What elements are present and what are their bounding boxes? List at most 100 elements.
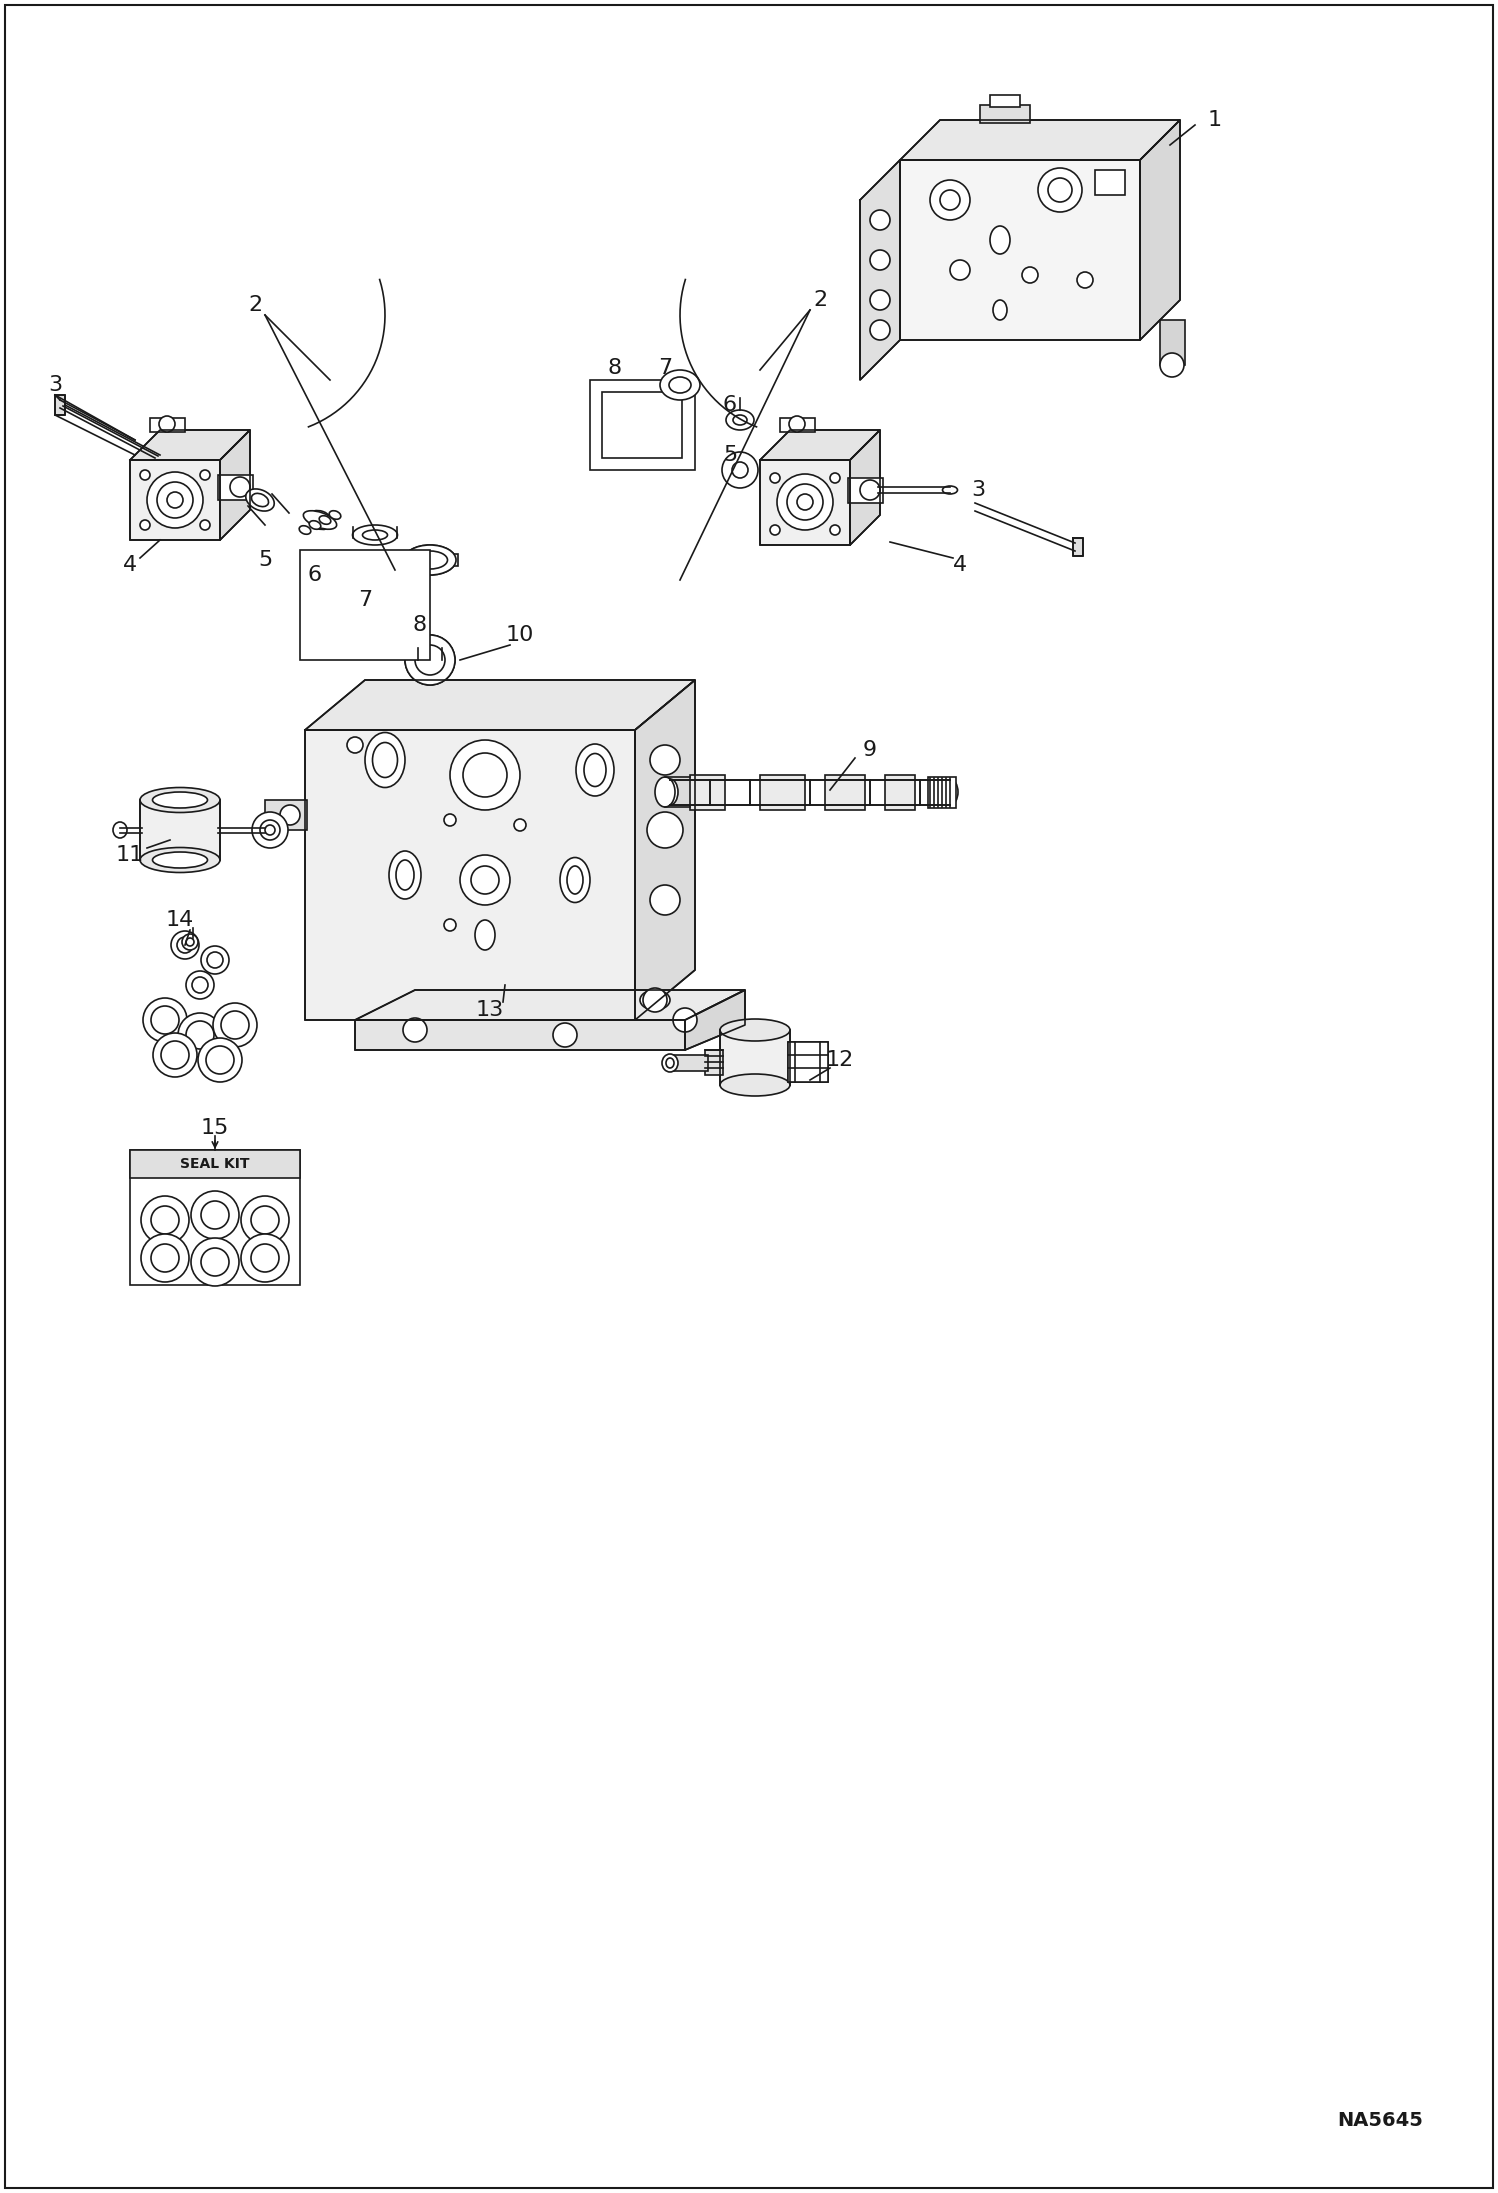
Circle shape <box>213 1002 258 1046</box>
Circle shape <box>443 814 455 827</box>
Polygon shape <box>635 680 695 1020</box>
Circle shape <box>930 180 971 219</box>
Ellipse shape <box>139 787 220 811</box>
Ellipse shape <box>404 546 455 575</box>
Circle shape <box>280 805 300 825</box>
Bar <box>419 647 440 662</box>
Circle shape <box>1077 272 1094 287</box>
Text: 1: 1 <box>1207 110 1222 129</box>
Text: SEAL KIT: SEAL KIT <box>180 1158 250 1171</box>
Circle shape <box>186 1022 214 1048</box>
Text: 9: 9 <box>863 739 876 761</box>
Ellipse shape <box>412 550 448 568</box>
Text: 11: 11 <box>115 844 144 864</box>
Circle shape <box>153 1033 198 1077</box>
Circle shape <box>186 939 195 945</box>
Polygon shape <box>900 160 1140 340</box>
Text: 12: 12 <box>825 1050 854 1070</box>
Bar <box>300 550 430 660</box>
Circle shape <box>177 936 193 954</box>
Bar <box>590 379 695 469</box>
Circle shape <box>1049 178 1073 202</box>
Ellipse shape <box>330 511 342 520</box>
Ellipse shape <box>661 371 700 399</box>
Bar <box>721 1031 789 1086</box>
Circle shape <box>830 524 840 535</box>
Text: 15: 15 <box>201 1118 229 1138</box>
Circle shape <box>460 855 509 906</box>
Circle shape <box>870 320 890 340</box>
Ellipse shape <box>319 515 331 524</box>
Circle shape <box>207 952 223 967</box>
Polygon shape <box>130 461 220 539</box>
Circle shape <box>422 651 437 669</box>
Circle shape <box>201 469 210 480</box>
Text: 6: 6 <box>309 566 322 586</box>
Circle shape <box>870 211 890 230</box>
Polygon shape <box>355 1020 685 1050</box>
Circle shape <box>870 289 890 309</box>
Polygon shape <box>306 680 695 730</box>
Circle shape <box>192 1239 240 1285</box>
Circle shape <box>159 417 175 432</box>
Text: 3: 3 <box>971 480 986 500</box>
Ellipse shape <box>667 1057 674 1068</box>
Circle shape <box>950 261 971 281</box>
Ellipse shape <box>389 851 421 899</box>
Polygon shape <box>220 430 250 539</box>
Circle shape <box>348 737 363 752</box>
Circle shape <box>151 1007 178 1035</box>
Circle shape <box>443 919 455 932</box>
Circle shape <box>470 866 499 895</box>
Circle shape <box>192 1191 240 1239</box>
Circle shape <box>142 998 187 1042</box>
Bar <box>759 774 804 809</box>
Polygon shape <box>55 395 64 414</box>
Ellipse shape <box>412 550 448 568</box>
Ellipse shape <box>309 511 333 529</box>
Ellipse shape <box>662 1055 679 1072</box>
Circle shape <box>201 1248 229 1276</box>
Circle shape <box>650 886 680 914</box>
Polygon shape <box>685 989 745 1050</box>
Ellipse shape <box>363 531 388 539</box>
Circle shape <box>777 474 833 531</box>
Circle shape <box>770 474 780 482</box>
Circle shape <box>139 469 150 480</box>
Bar <box>706 1050 724 1075</box>
Bar <box>602 393 682 458</box>
Bar <box>401 555 458 566</box>
Circle shape <box>830 474 840 482</box>
Text: 6: 6 <box>724 395 737 414</box>
Circle shape <box>643 989 667 1011</box>
Circle shape <box>673 1009 697 1033</box>
Circle shape <box>241 1195 289 1243</box>
Polygon shape <box>900 121 1180 160</box>
Circle shape <box>151 1206 178 1235</box>
Polygon shape <box>355 989 745 1020</box>
Circle shape <box>222 1011 249 1039</box>
Circle shape <box>1038 169 1082 213</box>
Bar <box>139 800 220 860</box>
Circle shape <box>241 1235 289 1283</box>
Circle shape <box>201 520 210 531</box>
Circle shape <box>252 1206 279 1235</box>
Circle shape <box>139 520 150 531</box>
Text: 3: 3 <box>48 375 61 395</box>
Circle shape <box>1022 268 1038 283</box>
Circle shape <box>722 452 758 489</box>
Bar <box>825 774 864 809</box>
Ellipse shape <box>733 414 748 425</box>
Circle shape <box>166 491 183 509</box>
Ellipse shape <box>990 226 1010 254</box>
Circle shape <box>201 1202 229 1228</box>
Ellipse shape <box>727 410 753 430</box>
Bar <box>219 476 253 500</box>
Ellipse shape <box>721 1075 789 1096</box>
Ellipse shape <box>246 489 274 511</box>
Circle shape <box>207 1046 234 1075</box>
Bar <box>1159 320 1185 364</box>
Text: 2: 2 <box>813 289 827 309</box>
Circle shape <box>186 971 214 1000</box>
Ellipse shape <box>309 520 321 529</box>
